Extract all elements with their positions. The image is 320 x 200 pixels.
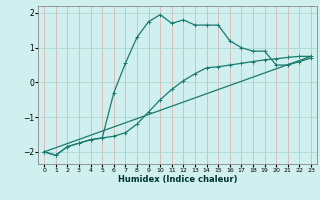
- X-axis label: Humidex (Indice chaleur): Humidex (Indice chaleur): [118, 175, 237, 184]
